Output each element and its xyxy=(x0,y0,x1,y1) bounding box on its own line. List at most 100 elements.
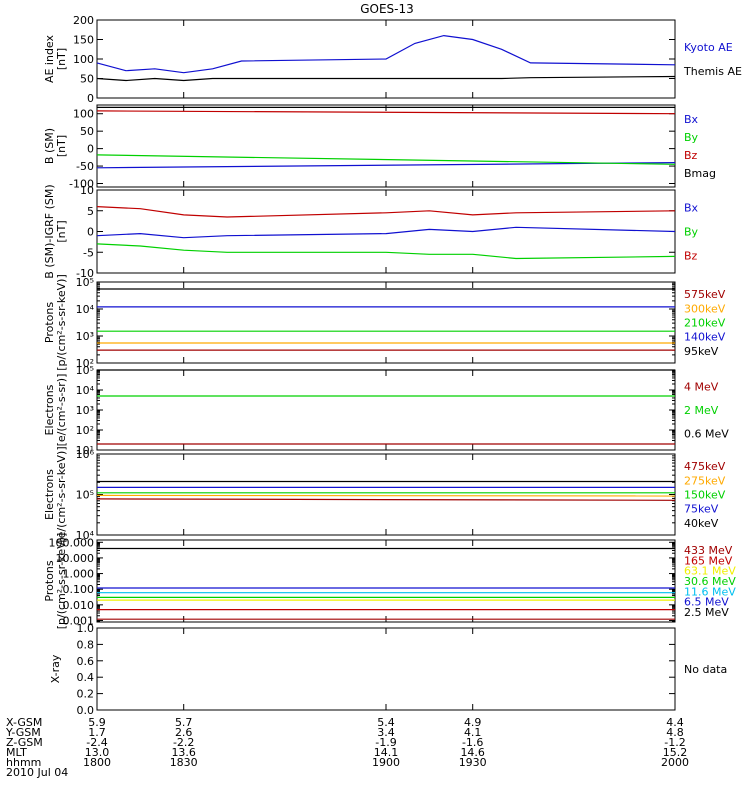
panel-5: 10⁴ 10⁵ 10⁶ Electrons[e/(cm²-s-sr-keV)] 475k… xyxy=(43,446,726,542)
series-line-kyoto-ae xyxy=(96,34,676,74)
series-line-bz xyxy=(96,206,676,218)
y-tick-label: 100.000 xyxy=(49,536,95,549)
footer-value: 5.4 xyxy=(377,716,395,729)
series-line-themis-ae xyxy=(96,75,676,82)
footer-value: 14.1 xyxy=(374,746,399,759)
y-tick-label: 0.0 xyxy=(77,704,95,717)
y-axis-label-line: Electrons xyxy=(43,384,56,435)
y-tick-label: 0.4 xyxy=(77,671,95,684)
footer-value: 15.2 xyxy=(663,746,688,759)
y-tick-label: 0.100 xyxy=(63,583,95,596)
legend-entry: 0.6 MeV xyxy=(684,427,729,440)
y-tick-label: 0.8 xyxy=(77,638,95,651)
no-data-note: No data xyxy=(684,663,727,676)
panel-6: 0.001 0.010 0.100 1.000 10.000 100.000 Protons… xyxy=(43,533,736,630)
footer-value: 14.6 xyxy=(460,746,485,759)
y-tick-label: 10² xyxy=(76,424,94,437)
footer-value: 4.4 xyxy=(666,716,684,729)
legend-entry: 75keV xyxy=(684,503,719,516)
footer-value: 4.9 xyxy=(464,716,482,729)
y-tick-label: 10.000 xyxy=(56,552,95,565)
footer-value: 5.9 xyxy=(88,716,106,729)
footer-value: -1.2 xyxy=(664,736,685,749)
panel-3: 10² 10³ 10⁴ 10⁵ Protons[p/(cm²-s-sr-keV)] 575… xyxy=(43,274,726,371)
footer-value: 1900 xyxy=(372,756,400,769)
y-axis-label: X-ray xyxy=(49,654,62,683)
panel-7: 0.0 0.2 0.4 0.6 0.8 1.0 X-ray No data xyxy=(49,622,727,717)
panel-1: -100 -50 0 50 100 B (SM)[nT] Bx By Bz Bmag xyxy=(43,104,716,191)
y-axis-label: AE index[nT] xyxy=(43,34,68,83)
legend-entry: 275keV xyxy=(684,474,726,487)
legend-entry: 6.5 MeV xyxy=(684,596,729,609)
y-tick-label: 150 xyxy=(73,34,94,47)
y-tick-label: 0.001 xyxy=(63,614,95,627)
legend-entry: 165 MeV xyxy=(684,554,733,567)
y-tick-label: 0 xyxy=(87,226,94,239)
y-tick-label: 1.0 xyxy=(77,622,95,635)
y-axis-label-line: Protons xyxy=(43,560,56,601)
footer-value: 1800 xyxy=(83,756,111,769)
panel-frame xyxy=(96,281,676,364)
legend-entry: 210keV xyxy=(684,317,726,330)
y-axis-label: B (SM)-IGRF (SM)[nT] xyxy=(43,184,68,278)
series-line-bz xyxy=(96,110,676,115)
panel-frame xyxy=(96,627,676,711)
series-line-bx xyxy=(96,162,676,169)
legend-entry: 40keV xyxy=(684,517,719,530)
footer-value: 5.7 xyxy=(175,716,193,729)
y-axis-label-line: [e/(cm²-s-sr)] xyxy=(55,374,68,447)
footer-row-label: Y-GSM xyxy=(5,726,41,739)
panel-frame xyxy=(96,104,676,188)
footer-value: -2.2 xyxy=(173,736,194,749)
footer-row-label: hhmm xyxy=(6,756,41,769)
y-tick-label: 50 xyxy=(80,125,94,138)
legend-entry: 2 MeV xyxy=(684,404,719,417)
legend-entry: By xyxy=(684,226,699,239)
y-tick-label: 1.000 xyxy=(63,568,95,581)
footer-value: 1830 xyxy=(170,756,198,769)
y-tick-label: 0.2 xyxy=(77,688,95,701)
footer-value: 4.1 xyxy=(464,726,482,739)
y-axis-label: Protons[p/(cm²-s-sr-keV)] xyxy=(43,274,68,371)
legend-entry: 11.6 MeV xyxy=(684,585,736,598)
y-axis-label: B (SM)[nT] xyxy=(43,128,68,164)
series-line-by xyxy=(96,243,676,260)
panel-frame xyxy=(96,453,676,536)
series-line-by xyxy=(96,154,676,165)
footer-value: -1.9 xyxy=(375,736,396,749)
y-tick-label: 10⁵ xyxy=(76,364,94,377)
legend-entry: 30.6 MeV xyxy=(684,575,736,588)
y-tick-label: -5 xyxy=(83,246,94,259)
y-axis-label-line: [nT] xyxy=(55,135,68,157)
y-tick-label: -10 xyxy=(76,267,94,280)
y-tick-label: 10⁴ xyxy=(76,529,95,542)
panel-2: -10 -5 0 5 10 B (SM)-IGRF (SM)[nT] Bx By Bz xyxy=(43,184,699,280)
y-tick-label: 50 xyxy=(80,73,94,86)
y-axis-label-line: [nT] xyxy=(55,48,68,70)
legend-entry: Bx xyxy=(684,202,699,215)
legend-entry: Bz xyxy=(684,250,698,263)
legend-entry: 575keV xyxy=(684,288,726,301)
footer-value: -1.6 xyxy=(462,736,483,749)
y-tick-label: 0 xyxy=(87,92,94,105)
legend-entry: 63.1 MeV xyxy=(684,565,736,578)
y-tick-label: 0.010 xyxy=(63,599,95,612)
series-line-bx xyxy=(96,226,676,239)
footer-row-label: X-GSM xyxy=(6,716,42,729)
footer-value: 2000 xyxy=(661,756,689,769)
y-axis-label-line: B (SM)-IGRF (SM) xyxy=(43,184,56,278)
panel-0: 0 50 100 150 200 AE index[nT] Kyoto AE Themis A… xyxy=(43,14,742,105)
y-axis-label-line: B (SM) xyxy=(43,128,56,164)
y-tick-label: 10⁶ xyxy=(76,448,95,461)
chart-title: GOES-13 xyxy=(360,2,414,16)
footer-row-label: MLT xyxy=(6,746,27,759)
y-tick-label: 0.6 xyxy=(77,655,95,668)
y-axis-label: Electrons[e/(cm²-s-sr)] xyxy=(43,374,68,447)
legend-entry: 95keV xyxy=(684,345,719,358)
y-tick-label: 10 xyxy=(80,184,94,197)
y-axis-label-line: Electrons xyxy=(43,469,56,520)
panel-frame xyxy=(96,369,676,451)
y-tick-label: 10³ xyxy=(76,404,94,417)
y-axis-label-line: AE index xyxy=(43,34,56,83)
